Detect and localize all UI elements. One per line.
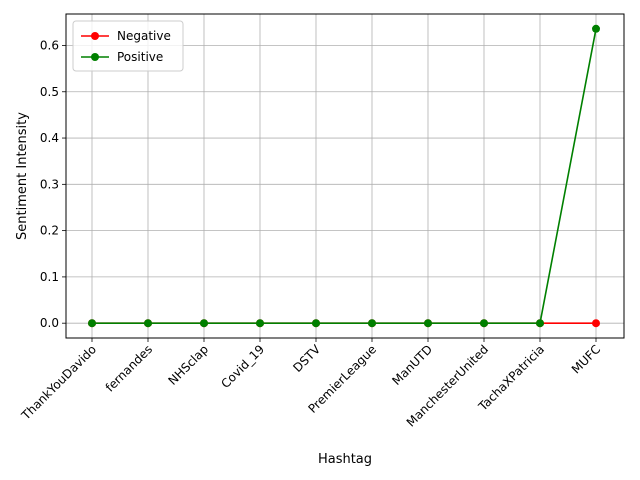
data-point-positive <box>368 319 376 328</box>
plot-area-frame <box>65 13 625 339</box>
data-point-negative <box>592 319 600 328</box>
legend: Negative Positive <box>72 20 184 72</box>
legend-box <box>72 20 184 72</box>
data-point-positive <box>424 319 432 328</box>
data-point-positive <box>592 24 600 33</box>
y-tick-label: 0.6 <box>40 38 59 52</box>
legend-label-positive: Positive <box>117 50 163 64</box>
legend-marker-positive <box>91 53 99 61</box>
legend-marker-negative <box>91 32 99 40</box>
series-lines <box>88 24 600 328</box>
series-line-positive <box>92 28 597 324</box>
y-tick-label: 0.2 <box>40 224 59 238</box>
data-point-positive <box>312 319 320 328</box>
data-point-positive <box>88 319 96 328</box>
legend-label-negative: Negative <box>117 29 171 43</box>
y-axis-label: Sentiment Intensity <box>15 112 30 240</box>
x-axis-label: Hashtag <box>318 452 372 467</box>
y-tick-label: 0.4 <box>40 131 59 145</box>
y-tick-label: 0.3 <box>40 177 59 191</box>
data-point-positive <box>480 319 488 328</box>
y-tick-label: 0.5 <box>40 85 59 99</box>
data-point-positive <box>536 319 544 328</box>
data-point-positive <box>144 319 152 328</box>
y-tick-label: 0.1 <box>40 270 59 284</box>
data-point-positive <box>200 319 208 328</box>
y-tick-label: 0.0 <box>40 316 59 330</box>
y-axis-ticks: 0.0 0.1 0.2 0.3 0.4 0.5 0.6 <box>40 38 66 330</box>
data-point-positive <box>256 319 264 328</box>
